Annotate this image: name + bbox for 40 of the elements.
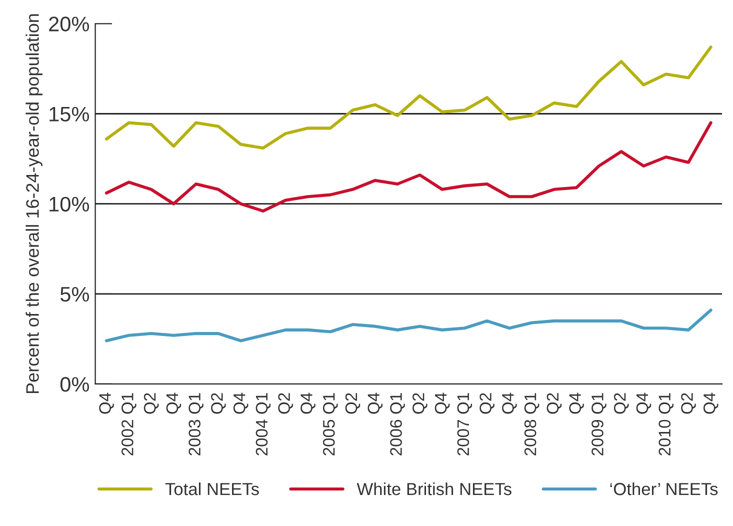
x-tick-label: Q2	[211, 393, 226, 414]
x-tick-label: Q4	[166, 392, 182, 414]
x-tick-label: Q2	[546, 393, 562, 414]
x-tick-label: Q2	[480, 393, 494, 414]
line-series	[104, 121, 712, 213]
x-tick-label: 2003 Q1	[188, 393, 204, 456]
x-tick-label: 2006 Q1	[390, 393, 405, 456]
x-tick-label: Q2	[345, 393, 360, 414]
x-tick-label: Q4	[502, 392, 517, 414]
legend-label: ‘Other’ NEETs	[610, 482, 718, 496]
x-tick-label: 2008 Q1	[524, 393, 540, 456]
x-tick-label: Q4	[636, 392, 652, 414]
x-tick-label: Q4	[368, 392, 383, 414]
line-series	[104, 308, 712, 342]
x-tick-label: 2007 Q1	[457, 393, 472, 456]
x-tick-label: 2004 Q1	[256, 393, 271, 456]
y-tick-label: 5%	[60, 286, 89, 302]
y-tick-label: 10%	[50, 196, 89, 212]
x-tick-label: Q4	[99, 392, 114, 414]
x-tick-label: Q2	[278, 393, 293, 414]
x-tick-label: 2005 Q1	[322, 393, 338, 456]
y-tick-label: 0%	[60, 376, 89, 392]
legend-label: Total NEETs	[165, 482, 259, 496]
x-tick-label: Q2	[412, 393, 428, 414]
x-tick-label: Q4	[300, 392, 316, 414]
x-tick-label: 2002 Q1	[122, 393, 136, 456]
y-axis-title: Percent of the overall 16-24-year-old population	[26, 14, 42, 394]
x-tick-label: 2009 Q1	[592, 393, 606, 456]
x-tick-label: Q4	[569, 392, 584, 414]
x-tick-label: Q4	[434, 392, 450, 414]
legend-label: White British NEETs	[356, 482, 512, 496]
x-tick-label: Q4	[703, 392, 718, 414]
x-tick-label: Q2	[614, 393, 629, 414]
line-series	[104, 46, 712, 150]
x-tick-label: 2010 Q1	[658, 393, 674, 456]
y-tick-label: 20%	[49, 16, 89, 32]
y-tick-label: 15%	[50, 106, 89, 122]
x-tick-label: Q2	[144, 393, 159, 414]
x-tick-label: Q4	[233, 392, 248, 414]
x-tick-label: Q2	[681, 393, 696, 414]
